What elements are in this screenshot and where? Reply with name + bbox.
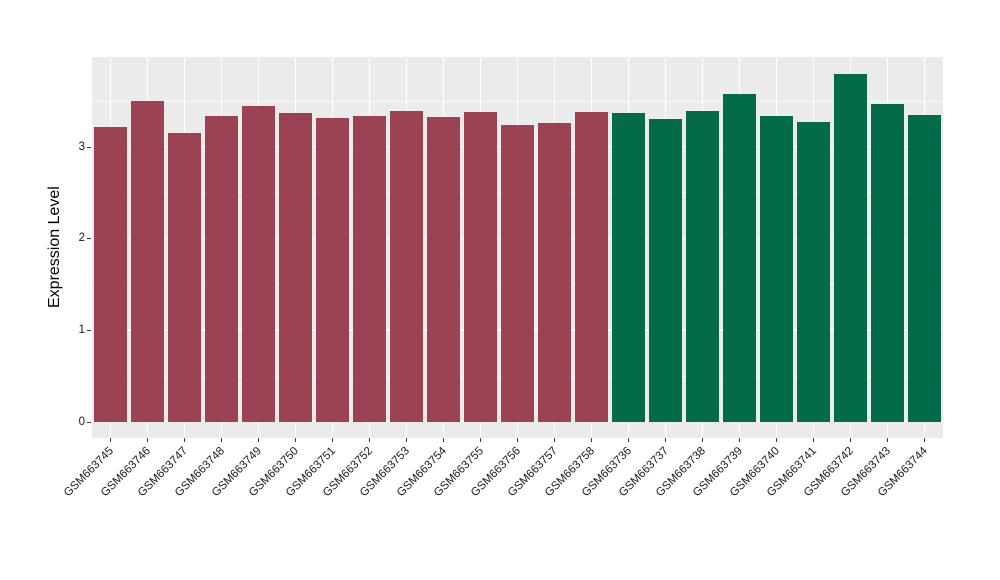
y-tick-label: 2 (78, 232, 85, 245)
bar-GSM663757 (538, 122, 571, 422)
bar-GSM663756 (501, 124, 534, 422)
x-tick (887, 438, 888, 442)
y-tick (87, 421, 91, 423)
bar-GSM663738 (686, 110, 719, 422)
y-tick-label: 0 (78, 415, 85, 428)
y-axis-title: Expression Level (46, 186, 63, 309)
x-tick (665, 438, 666, 442)
x-tick (443, 438, 444, 442)
y-tick-label: 3 (78, 140, 85, 153)
bar-GSM663737 (649, 119, 682, 422)
bar-GSM663740 (760, 116, 793, 422)
bar-GSM663752 (353, 116, 386, 422)
bar-GSM663755 (464, 111, 497, 422)
y-tick (87, 146, 91, 148)
bar-GSM663743 (871, 104, 904, 422)
x-tick (850, 438, 851, 442)
bar-GSM663748 (205, 116, 238, 422)
bar-GSM663739 (723, 94, 756, 422)
x-tick (739, 438, 740, 442)
x-tick (369, 438, 370, 442)
bar-GSM663747 (168, 132, 201, 422)
x-tick (517, 438, 518, 442)
x-tick (776, 438, 777, 442)
x-tick (184, 438, 185, 442)
x-tick (628, 438, 629, 442)
bar-GSM663746 (131, 100, 164, 422)
y-tick (87, 329, 91, 331)
x-tick (813, 438, 814, 442)
bar-GSM663742 (834, 74, 867, 422)
plot-panel (92, 57, 943, 438)
bar-GSM663753 (390, 110, 423, 422)
bar-GSM663750 (279, 112, 312, 422)
bar-GSM663751 (316, 118, 349, 422)
bar-GSM663745 (94, 127, 127, 422)
x-tick (480, 438, 481, 442)
bar-GSM663749 (242, 106, 275, 422)
x-tick (221, 438, 222, 442)
bar-GSM663754 (427, 117, 460, 422)
x-tick (406, 438, 407, 442)
x-tick (332, 438, 333, 442)
x-tick (147, 438, 148, 442)
y-tick-label: 1 (78, 323, 85, 336)
bar-GSM663758 (575, 111, 608, 422)
bar-GSM663736 (612, 112, 645, 422)
x-tick (110, 438, 111, 442)
x-tick (702, 438, 703, 442)
x-tick (924, 438, 925, 442)
x-tick (554, 438, 555, 442)
bar-GSM663741 (797, 121, 830, 422)
x-tick (258, 438, 259, 442)
x-tick (295, 438, 296, 442)
y-tick (87, 238, 91, 240)
bar-GSM663744 (908, 115, 941, 422)
x-tick (591, 438, 592, 442)
